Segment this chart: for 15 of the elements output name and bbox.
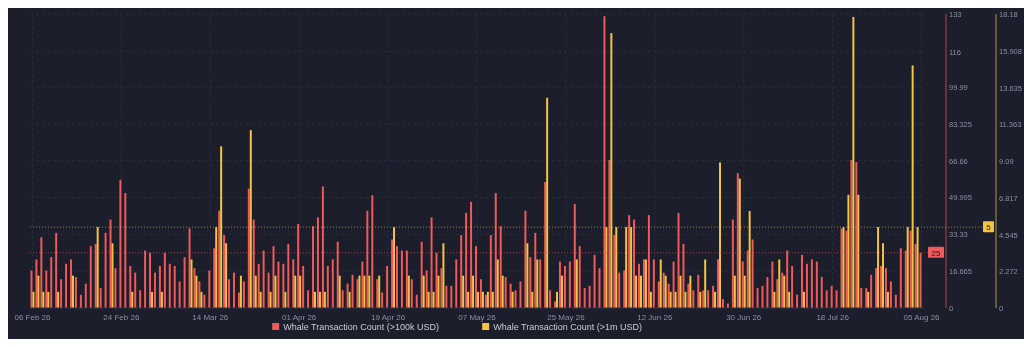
legend-label: Whale Transaction Count (>100k USD): [283, 322, 440, 332]
x-tick-label: 01 Apr 26: [282, 313, 317, 322]
x-tick-label: 14 Mar 26: [192, 313, 229, 322]
x-tick-label: 12 Jun 26: [637, 313, 673, 322]
x-tick-label: 30 Jun 26: [726, 313, 762, 322]
x-tick-label: 19 Apr 26: [370, 313, 406, 322]
ref-line-label: 25: [931, 248, 941, 258]
x-tick-label: 25 May 26: [547, 313, 586, 322]
x-tick-label: 05 Aug 26: [903, 313, 941, 322]
ref-line-label: 5: [986, 223, 992, 233]
x-tick-label: 07 May 26: [458, 313, 497, 322]
legend-label: Whale Transaction Count (>1m USD): [493, 322, 643, 332]
x-tick-label: 06 Feb 26: [14, 313, 52, 322]
x-tick-label: 18 Jul 26: [816, 313, 850, 322]
x-tick-label: 24 Feb 26: [103, 313, 140, 322]
